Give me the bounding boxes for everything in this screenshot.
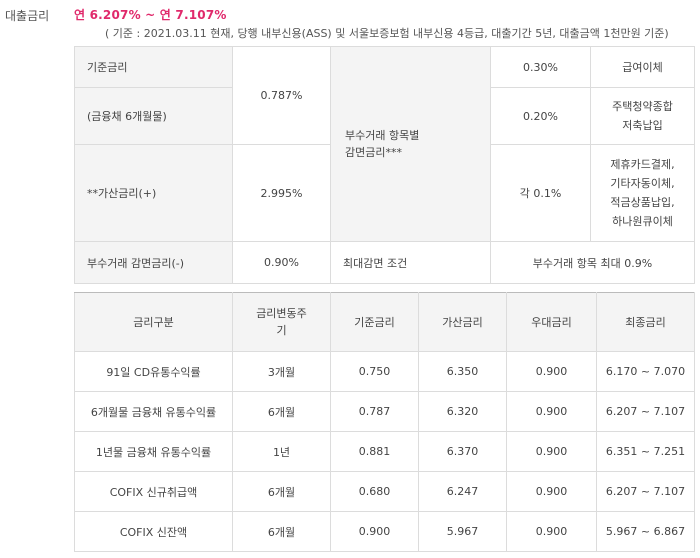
- discount-item-rate: 0.20%: [490, 87, 591, 145]
- change-period: 6개월: [232, 391, 331, 432]
- change-period: 1년: [232, 431, 331, 472]
- final-rate: 6.170 ~ 7.070: [596, 351, 695, 392]
- discount-item-name: 급여이체: [590, 46, 695, 88]
- max-discount-label: 최대감면 조건: [330, 241, 491, 284]
- base-rate: 0.787: [330, 391, 419, 432]
- change-period: 3개월: [232, 351, 331, 392]
- rate-type: COFIX 신잔액: [74, 511, 233, 552]
- final-rate: 6.207 ~ 7.107: [596, 391, 695, 432]
- rate-type-table: 금리구분 금리변동주 기 기준금리 가산금리 우대금리 최종금리 91일 CD유…: [74, 292, 695, 552]
- base-rate-value: 0.787%: [232, 46, 331, 145]
- table-row: COFIX 신잔액 6개월 0.900 5.967 0.900 5.967 ~ …: [74, 511, 695, 552]
- total-discount-label: 부수거래 감면금리(-): [74, 241, 233, 284]
- col-header: 최종금리: [596, 292, 695, 352]
- preferential-rate: 0.900: [506, 351, 597, 392]
- added-rate: 5.967: [418, 511, 507, 552]
- discount-item-rate: 각 0.1%: [490, 144, 591, 242]
- col-header: 가산금리: [418, 292, 507, 352]
- base-rate: 0.680: [330, 471, 419, 512]
- table-row: COFIX 신규취급액 6개월 0.680 6.247 0.900 6.207 …: [74, 471, 695, 512]
- added-rate: 6.370: [418, 431, 507, 472]
- preferential-rate: 0.900: [506, 431, 597, 472]
- discount-rate-label: 부수거래 항목별 감면금리***: [330, 46, 491, 242]
- rate-composition-table: 기준금리 0.787% 부수거래 항목별 감면금리*** 0.30% 급여이체 …: [74, 46, 695, 284]
- rate-type: 1년물 금융채 유통수익률: [74, 431, 233, 472]
- added-rate-label: **가산금리(+): [74, 144, 233, 242]
- discount-item-rate: 0.30%: [490, 46, 591, 88]
- preferential-rate: 0.900: [506, 391, 597, 432]
- base-rate-label: 기준금리: [74, 46, 233, 88]
- added-rate: 6.247: [418, 471, 507, 512]
- loan-rate-range: 연 6.207% ~ 연 7.107%: [74, 8, 227, 22]
- base-rate: 0.900: [330, 511, 419, 552]
- base-rate: 0.881: [330, 431, 419, 472]
- table-row: 1년물 금융채 유통수익률 1년 0.881 6.370 0.900 6.351…: [74, 431, 695, 472]
- change-period: 6개월: [232, 471, 331, 512]
- rate-type: 6개월물 금융채 유통수익률: [74, 391, 233, 432]
- final-rate: 6.351 ~ 7.251: [596, 431, 695, 472]
- added-rate: 6.320: [418, 391, 507, 432]
- loan-rate-label: 대출금리: [5, 9, 50, 23]
- preferential-rate: 0.900: [506, 471, 597, 512]
- col-header: 기준금리: [330, 292, 419, 352]
- col-header: 금리변동주 기: [232, 292, 331, 352]
- discount-item-name: 제휴카드결제, 기타자동이체, 적금상품납입, 하나원큐이체: [590, 144, 695, 242]
- added-rate: 6.350: [418, 351, 507, 392]
- change-period: 6개월: [232, 511, 331, 552]
- final-rate: 5.967 ~ 6.867: [596, 511, 695, 552]
- table-row: 91일 CD유통수익률 3개월 0.750 6.350 0.900 6.170 …: [74, 351, 695, 392]
- added-rate-value: 2.995%: [232, 144, 331, 242]
- rate-type: COFIX 신규취급액: [74, 471, 233, 512]
- rate-type: 91일 CD유통수익률: [74, 351, 233, 392]
- final-rate: 6.207 ~ 7.107: [596, 471, 695, 512]
- max-discount-value: 부수거래 항목 최대 0.9%: [490, 241, 695, 284]
- preferential-rate: 0.900: [506, 511, 597, 552]
- table-row: 6개월물 금융채 유통수익률 6개월 0.787 6.320 0.900 6.2…: [74, 391, 695, 432]
- col-header: 우대금리: [506, 292, 597, 352]
- col-header: 금리구분: [74, 292, 233, 352]
- rate-basis-note: ( 기준 : 2021.03.11 현재, 당행 내부신용(ASS) 및 서울보…: [105, 27, 669, 40]
- total-discount-value: 0.90%: [232, 241, 331, 284]
- base-rate: 0.750: [330, 351, 419, 392]
- discount-item-name: 주택청약종합 저축납입: [590, 87, 695, 145]
- base-rate-sub-label: (금융채 6개월물): [74, 87, 233, 145]
